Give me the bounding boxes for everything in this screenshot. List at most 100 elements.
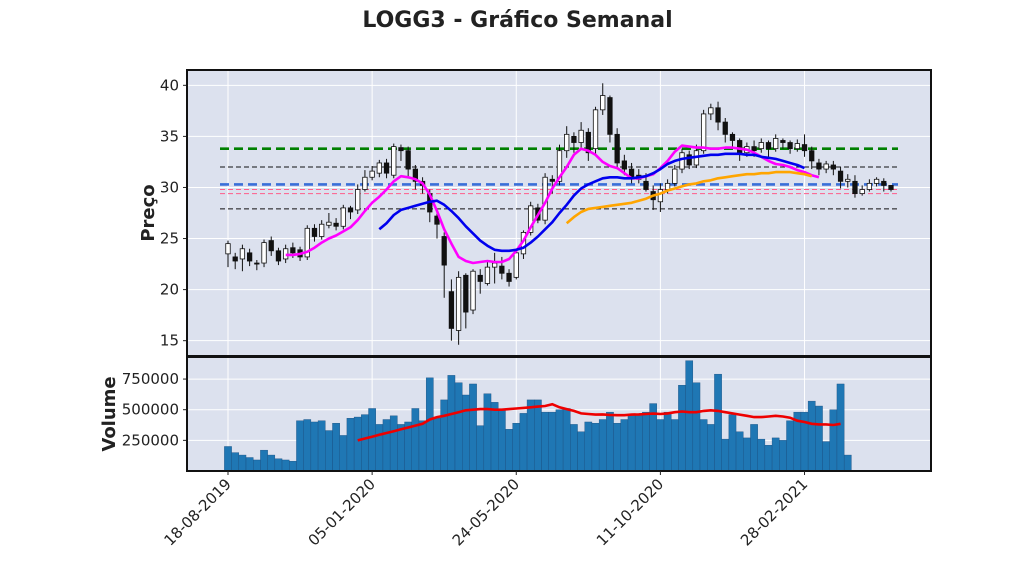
candle-21 bbox=[376, 159, 382, 178]
candle-36 bbox=[484, 261, 491, 286]
candle-body-62 bbox=[672, 168, 678, 184]
volume-ytick-label-2: 750000 bbox=[122, 370, 179, 388]
candle-7 bbox=[275, 247, 282, 266]
candle-body-49 bbox=[578, 129, 584, 143]
candle-body-79 bbox=[794, 143, 800, 150]
price-ytick-label-3: 30 bbox=[160, 178, 179, 196]
candle-body-14 bbox=[326, 221, 332, 226]
volume-bar-63 bbox=[678, 384, 686, 472]
candle-90 bbox=[873, 177, 880, 187]
candle-18 bbox=[355, 184, 361, 215]
price-ytick-label-5: 40 bbox=[160, 76, 179, 94]
volume-bar-47 bbox=[562, 408, 571, 472]
candle-body-6 bbox=[268, 240, 274, 252]
candle-23 bbox=[391, 143, 397, 179]
candle-48 bbox=[571, 132, 577, 153]
volume-bar-83 bbox=[822, 441, 830, 472]
candle-82 bbox=[816, 158, 822, 176]
candle-63 bbox=[679, 148, 685, 174]
moving-average-1 bbox=[378, 152, 806, 253]
candle-body-55 bbox=[621, 160, 627, 170]
x-tick-label-0: 18-08-2019 bbox=[160, 475, 234, 549]
volume-bar-30 bbox=[440, 399, 448, 472]
volume-axis-label: Volume bbox=[99, 376, 120, 451]
candle-body-63 bbox=[679, 152, 685, 170]
volume-bar-82 bbox=[815, 405, 823, 472]
volume-bar-65 bbox=[692, 382, 701, 472]
candle-body-73 bbox=[751, 146, 757, 152]
volume-bar-4 bbox=[253, 459, 261, 472]
volume-ytick-label-0: 250000 bbox=[122, 431, 179, 449]
candle-49 bbox=[578, 122, 584, 148]
volume-bar-0 bbox=[224, 446, 232, 472]
volume-bar-76 bbox=[771, 437, 780, 472]
volume-bar-3 bbox=[245, 457, 254, 472]
volume-bar-33 bbox=[462, 394, 470, 472]
volume-bar-51 bbox=[591, 422, 600, 472]
candle-30 bbox=[441, 232, 447, 298]
volume-bar-75 bbox=[764, 445, 773, 472]
volume-bar-57 bbox=[634, 415, 643, 472]
candle-body-11 bbox=[304, 227, 310, 258]
candle-69 bbox=[722, 118, 728, 143]
candle-body-85 bbox=[837, 170, 844, 182]
volume-bar-20 bbox=[368, 408, 376, 472]
volume-bar-55 bbox=[620, 419, 629, 472]
candle-52 bbox=[600, 83, 606, 115]
candle-body-20 bbox=[369, 170, 375, 178]
volume-bar-31 bbox=[447, 375, 456, 472]
volume-moving-average bbox=[357, 402, 841, 442]
volume-bar-11 bbox=[303, 419, 312, 472]
volume-bar-37 bbox=[490, 402, 499, 472]
volume-bar-24 bbox=[397, 424, 405, 472]
volume-bar-28 bbox=[425, 377, 434, 472]
volume-bar-70 bbox=[728, 414, 737, 472]
candle-86 bbox=[845, 174, 851, 188]
volume-bar-61 bbox=[663, 411, 672, 472]
candle-body-89 bbox=[866, 182, 873, 190]
volume-bar-58 bbox=[642, 411, 650, 472]
volume-bar-38 bbox=[498, 409, 506, 472]
candle-body-5 bbox=[261, 242, 267, 264]
x-tick-label-2: 24-05-2020 bbox=[449, 475, 523, 549]
volume-bar-5 bbox=[260, 449, 268, 472]
candle-80 bbox=[801, 134, 808, 157]
candle-24 bbox=[398, 144, 404, 161]
candle-body-46 bbox=[556, 150, 563, 182]
candle-67 bbox=[708, 103, 714, 121]
volume-bar-84 bbox=[829, 409, 838, 472]
candle-body-4 bbox=[254, 262, 260, 265]
volume-bar-18 bbox=[353, 416, 362, 472]
candle-13 bbox=[319, 220, 325, 240]
volume-bar-21 bbox=[375, 424, 384, 472]
candle-body-22 bbox=[383, 162, 390, 174]
volume-bar-49 bbox=[577, 431, 585, 472]
candle-body-64 bbox=[686, 154, 692, 166]
candle-body-81 bbox=[809, 150, 815, 162]
volume-frame bbox=[186, 356, 932, 472]
candle-body-32 bbox=[455, 276, 462, 331]
candle-79 bbox=[794, 139, 800, 152]
volume-bar-32 bbox=[454, 382, 463, 472]
candle-body-52 bbox=[600, 95, 606, 111]
candle-body-3 bbox=[246, 252, 253, 262]
price-ytick-label-0: 15 bbox=[160, 332, 179, 350]
candle-20 bbox=[369, 166, 375, 181]
candle-body-51 bbox=[592, 109, 599, 150]
volume-bar-77 bbox=[779, 440, 787, 472]
candle-31 bbox=[448, 279, 455, 341]
candle-body-58 bbox=[643, 180, 649, 190]
volume-bar-10 bbox=[296, 420, 304, 472]
candle-body-91 bbox=[881, 180, 887, 186]
candle-body-31 bbox=[448, 291, 455, 329]
price-ytick-label-1: 20 bbox=[160, 281, 179, 299]
volume-bar-48 bbox=[570, 424, 578, 472]
volume-bar-9 bbox=[289, 460, 297, 472]
candle-body-1 bbox=[232, 256, 238, 262]
volume-bar-52 bbox=[598, 419, 607, 472]
candle-body-66 bbox=[700, 113, 707, 152]
volume-bar-81 bbox=[807, 400, 816, 472]
candle-body-7 bbox=[275, 250, 282, 262]
candle-54 bbox=[614, 128, 620, 170]
